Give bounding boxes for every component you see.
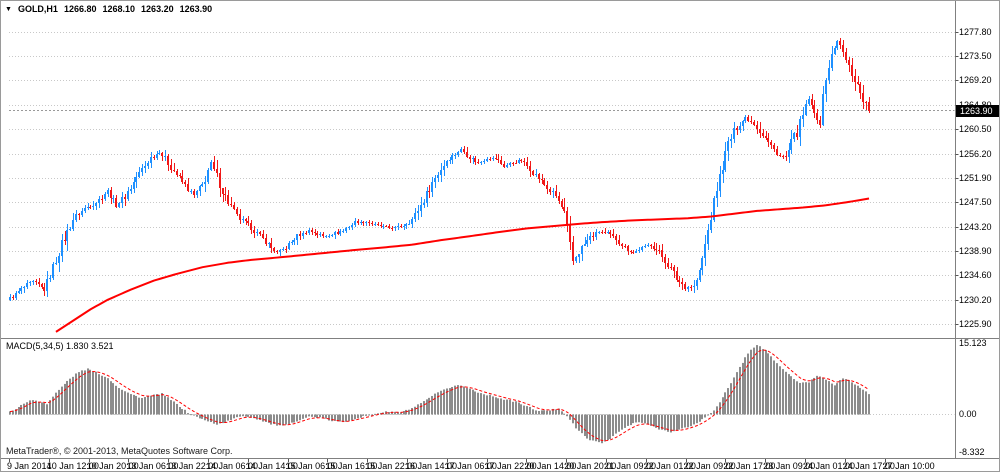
price-axis-label: 1243.20	[959, 221, 992, 232]
time-axis-label: 16 Jan 14:00	[405, 461, 458, 471]
symbol-timeframe-label: GOLD,H1	[17, 4, 58, 14]
price-axis-label: 1230.20	[959, 294, 992, 305]
time-axis-label: 24 Jan 17:00	[842, 461, 895, 471]
price-axis-label: 1247.50	[959, 197, 992, 208]
price-axis-label: 1225.90	[959, 319, 992, 329]
price-axis-label: 1251.90	[959, 172, 992, 183]
collapse-arrow-icon[interactable]: ▼	[5, 5, 12, 13]
copyright-credit: MetaTrader®, © 2001-2013, MetaQuotes Sof…	[6, 446, 233, 456]
price-scale[interactable]: 1277.801273.501269.201264.801260.501256.…	[956, 1, 999, 458]
indicator-scale-min: -8.332	[959, 447, 985, 457]
price-axis-label: 1273.50	[959, 51, 992, 62]
ohlc-open-value: 1266.80	[63, 4, 97, 14]
indicator-scale-max: 15.123	[959, 338, 987, 348]
time-axis-label: 13 Jan 22:00	[166, 461, 219, 471]
time-axis-label: 15 Jan 06:00	[285, 461, 338, 471]
time-axis-label: 22 Jan 09:00	[683, 461, 736, 471]
ohlc-close-value: 1263.90	[179, 4, 213, 14]
time-axis-label: 9 Jan 2014	[7, 461, 52, 471]
price-axis-label: 1238.90	[959, 245, 992, 256]
time-scale[interactable]: 9 Jan 2014 10 Jan 12:00 10 Jan 20:00 13 Jan…	[1, 459, 999, 471]
time-axis-label: 20 Jan 20:00	[564, 461, 617, 471]
time-axis-label: 15 Jan 16:00	[325, 461, 378, 471]
chart-header: ▼ GOLD,H1 1266.80 1268.10 1263.20 1263.9…	[5, 4, 212, 14]
price-axis-label: 1256.20	[959, 148, 992, 159]
time-axis-label: 27 Jan 10:00	[882, 461, 935, 471]
time-axis-label: 17 Jan 06:00	[444, 461, 497, 471]
time-axis-label: 24 Jan 01:00	[803, 461, 856, 471]
time-axis-label: 20 Jan 14:00	[524, 461, 577, 471]
price-axis-label: 1277.80	[959, 27, 992, 37]
time-axis-label: 22 Jan 17:00	[723, 461, 776, 471]
time-axis-label: 23 Jan 09:00	[763, 461, 816, 471]
indicator-label: MACD(5,34,5) 1.830 3.521	[6, 341, 114, 351]
time-axis-label: 10 Jan 12:00	[46, 461, 99, 471]
current-price-value: 1263.90	[960, 105, 993, 116]
price-axis-label: 1260.50	[959, 124, 992, 135]
current-price-tag: 1263.90	[956, 104, 999, 117]
indicator-scale-zero: 0.00	[959, 408, 977, 419]
price-axis-label: 1269.20	[959, 75, 992, 86]
time-axis-label: 13 Jan 06:00	[126, 461, 179, 471]
time-axis-label: 10 Jan 20:00	[86, 461, 139, 471]
time-axis-label: 17 Jan 22:00	[484, 461, 537, 471]
time-axis-label: 22 Jan 01:00	[643, 461, 696, 471]
time-axis-label: 21 Jan 09:00	[604, 461, 657, 471]
time-axis-label: 15 Jan 22:00	[365, 461, 418, 471]
ohlc-high-value: 1268.10	[102, 4, 136, 14]
price-axis-label: 1234.60	[959, 270, 992, 281]
ohlc-low-value: 1263.20	[141, 4, 174, 14]
time-axis-label: 14 Jan 06:00	[206, 461, 259, 471]
time-axis-label: 14 Jan 14:00	[245, 461, 298, 471]
